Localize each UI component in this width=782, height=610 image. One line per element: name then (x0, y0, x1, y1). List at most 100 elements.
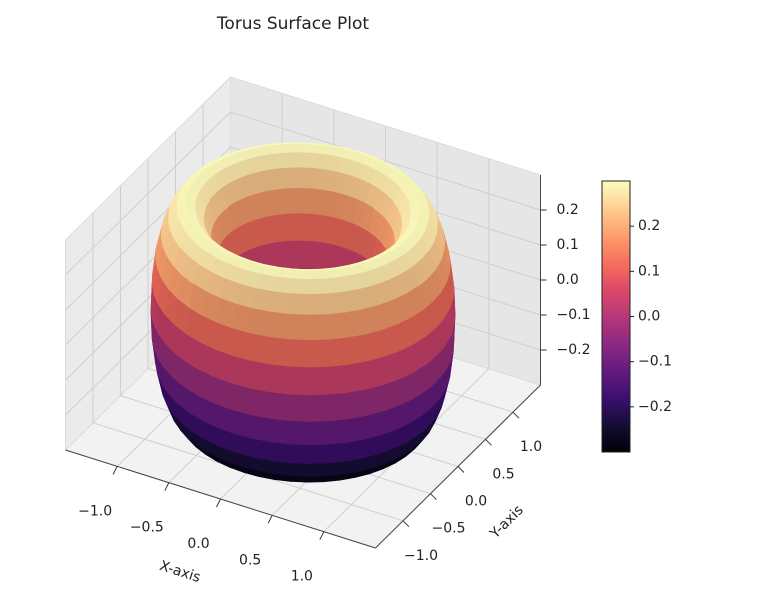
surface-patch (269, 441, 290, 464)
surface-patch (346, 361, 367, 393)
surface-patch (307, 420, 329, 446)
surface-patch (307, 462, 327, 477)
surface-patch (307, 314, 328, 341)
tick-mark (112, 466, 118, 475)
x-tick-label: 1.0 (291, 569, 313, 585)
surface-patch (341, 289, 363, 314)
surface-patch (299, 239, 312, 269)
surface-patch (324, 291, 345, 315)
surface-patch (326, 442, 347, 464)
surface-patch (361, 305, 382, 335)
surface-patch (345, 333, 366, 366)
colorbar-tick-label: −0.2 (638, 399, 672, 415)
z-tick-label: 0.2 (557, 202, 579, 218)
tick-mark (164, 482, 170, 491)
surface-patch (326, 337, 348, 367)
surface-patch (365, 356, 384, 390)
surface-patch (299, 187, 313, 214)
surface-patch (268, 391, 289, 421)
surface-patch (231, 382, 251, 416)
surface-patch (250, 308, 272, 338)
surface-patch (307, 339, 329, 368)
y-axis-line (375, 384, 541, 549)
surface-patch (231, 328, 252, 361)
surface-patch (288, 393, 309, 422)
surface-patch (233, 303, 254, 334)
surface-patch (289, 239, 301, 269)
y-tick-label: 1.0 (520, 439, 542, 455)
surface (150, 142, 456, 483)
surface-patch (299, 167, 313, 190)
colorbar-tick-label: 0.2 (638, 218, 660, 234)
surface-patch (327, 364, 348, 395)
surface-patch (299, 212, 312, 242)
surface-patch (307, 394, 329, 422)
z-tick-label: 0.1 (557, 237, 579, 253)
surface-patch (307, 475, 326, 483)
surface-patch (249, 387, 270, 419)
surface-patch (289, 475, 308, 483)
surface-patch (344, 438, 365, 462)
tick-mark (512, 411, 520, 419)
surface-patch (311, 188, 325, 216)
surface-patch (249, 359, 270, 393)
x-axis-label: X-axis (158, 558, 203, 586)
y-tick-label: −0.5 (432, 521, 466, 537)
surface-patch (310, 240, 323, 271)
surface-patch (270, 291, 291, 315)
z-tick-label: −0.2 (557, 342, 591, 358)
surface-patch (298, 143, 315, 154)
surface-patch (288, 365, 309, 396)
x-tick-label: 0.0 (187, 536, 209, 552)
surface-patch (311, 167, 326, 191)
surface-patch (324, 460, 345, 477)
surface-patch (269, 311, 290, 340)
colorbar-tick-label: 0.0 (638, 309, 660, 325)
surface-patch (365, 384, 384, 417)
tick-mark (267, 515, 273, 524)
surface-patch (266, 214, 280, 244)
colorbar-tick-label: −0.1 (638, 354, 672, 370)
surface-patch (307, 278, 326, 295)
z-tick-label: 0.0 (557, 272, 579, 288)
surface-patch (275, 188, 290, 215)
x-tick-label: −1.0 (78, 503, 112, 519)
surface-patch (278, 240, 290, 270)
surface-patch (270, 460, 291, 476)
colorbar (601, 180, 631, 453)
surface-patch (306, 270, 325, 280)
surface-patch (326, 312, 347, 340)
surface-patch (363, 329, 384, 362)
surface-patch (286, 167, 301, 189)
z-tick-label: −0.1 (557, 307, 591, 323)
surface-patch (377, 299, 398, 331)
surface-patch (298, 152, 314, 169)
surface-patch (331, 216, 345, 248)
surface-patch (231, 355, 251, 389)
chart-title: Torus Surface Plot (216, 14, 369, 34)
surface-patch (290, 269, 308, 280)
grid-line (65, 111, 231, 276)
surface-patch (289, 278, 308, 295)
surface-patch (307, 293, 327, 316)
tick-mark (216, 498, 221, 508)
tick-mark (485, 438, 492, 446)
surface-patch (307, 444, 328, 464)
tick-mark (402, 520, 410, 528)
surface-patch (252, 288, 273, 313)
surface-patch (312, 152, 328, 171)
surface-patch (249, 414, 271, 443)
surface-patch (323, 277, 343, 295)
surface-patch (346, 388, 367, 420)
surface-patch (277, 213, 290, 242)
colorbar-tick-label: 0.1 (638, 263, 660, 279)
surface-patch (289, 462, 309, 477)
surface-patch (289, 293, 309, 316)
grid-line (230, 111, 541, 211)
surface-patch (345, 415, 366, 443)
surface-patch (288, 212, 301, 241)
y-tick-label: 0.0 (465, 494, 487, 510)
x-tick-label: −0.5 (130, 520, 164, 536)
x-axis-line (65, 449, 376, 549)
surface-patch (268, 336, 290, 367)
